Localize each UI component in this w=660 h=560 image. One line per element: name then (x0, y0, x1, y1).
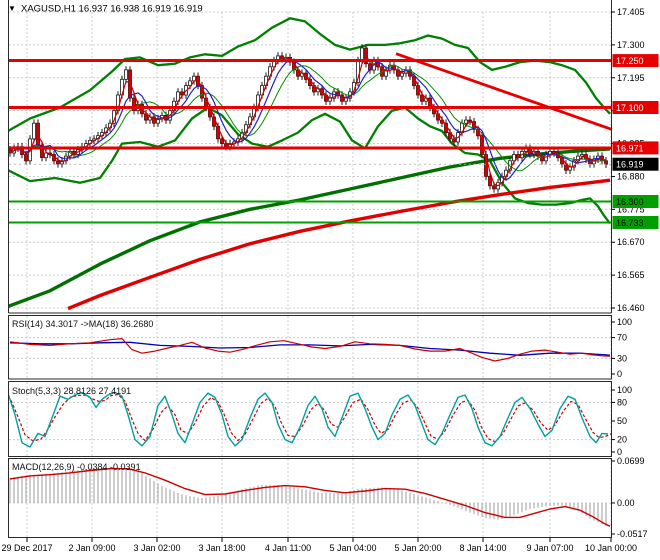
rsi-line (9, 338, 611, 362)
candle-down (132, 97, 136, 111)
rsi-tick-label: 0 (617, 369, 622, 379)
stoch-tick-label: 20 (617, 435, 627, 445)
time-tick-label: 3 Jan 18:00 (198, 543, 245, 553)
descending-trendline (395, 52, 611, 131)
candle-down (364, 47, 368, 65)
level-17250-badge-label: 17.250 (616, 56, 644, 66)
candle-up (384, 69, 388, 77)
time-tick-label: 3 Jan 02:00 (133, 543, 180, 553)
axis-tick-labels: 17.40517.30017.19517.09016.98516.88016.7… (611, 7, 659, 539)
macd-panel[interactable] (9, 459, 611, 537)
candle-down (40, 144, 44, 159)
symbol-title: XAGUSD,H1 16.937 16.938 16.919 16.919 (21, 4, 203, 15)
level-16971-badge (612, 141, 659, 155)
stoch-d-line (10, 393, 611, 443)
rsi-tick-label: 70 (617, 333, 627, 343)
level-16733-badge-label: 16.733 (616, 218, 644, 228)
time-axis[interactable]: 29 Dec 2017 2 Jan 09:00 3 Jan 02:00 3 Jan 1… (1, 538, 637, 553)
ma-fast-red-line (9, 56, 607, 187)
candle-down (452, 138, 456, 143)
macd-signal-line (9, 468, 611, 528)
candle-up (464, 119, 468, 124)
time-tick-label: 29 Dec 2017 (1, 543, 52, 553)
level-16971-badge-label: 16.971 (616, 143, 644, 153)
price-tick-label: 16.460 (617, 303, 645, 313)
candle-up (192, 75, 196, 82)
dropdown-arrow-icon[interactable]: ▼ (8, 4, 16, 13)
level-17250-badge (612, 54, 659, 68)
rsi-tick-label: 100 (617, 317, 632, 327)
price-tick-label: 17.300 (617, 40, 645, 50)
price-tick-label: 16.670 (617, 237, 645, 247)
price-tick-label: 16.880 (617, 171, 645, 181)
level-16800-badge (612, 195, 659, 208)
price-tick-label: 16.565 (617, 270, 645, 280)
macd-tick-label: -0.0517 (617, 529, 648, 539)
candle-up (580, 154, 584, 157)
candle-down (24, 154, 28, 162)
time-tick-label: 10 Jan 00:00 (585, 543, 637, 553)
stoch-tick-label: 50 (617, 416, 627, 426)
bollinger-upper-line (9, 17, 611, 132)
level-17100-badge (612, 101, 659, 114)
sma200-green-line (9, 147, 611, 308)
stoch-k-line (9, 391, 609, 448)
candle-down (220, 138, 224, 144)
ma-slow-green-line (9, 64, 607, 172)
rsi-label: RSI(14) 34.3017 ->MA(18) 36.2680 (12, 319, 153, 329)
candle-down (492, 185, 496, 190)
rsi-ma-line (9, 341, 611, 356)
candle-down (144, 113, 148, 121)
time-tick-label: 9 Jan 07:00 (526, 543, 573, 553)
candle-down (420, 94, 424, 102)
panel-frames (8, 0, 612, 538)
macd-label: MACD(12,26,9) -0.0384 -0.0391 (12, 462, 141, 472)
price-tick-label: 17.405 (617, 7, 645, 17)
candle-down (488, 175, 492, 187)
current-price-badge (612, 157, 659, 171)
time-tick-label: 8 Jan 14:00 (459, 543, 506, 553)
level-17100-badge-label: 17.100 (616, 103, 644, 113)
stochastic-panel[interactable] (8, 382, 611, 456)
candle-up (32, 122, 36, 140)
candle-up (512, 154, 516, 162)
macd-tick-label: 0.00 (617, 498, 635, 508)
time-tick-label: 5 Jan 04:00 (329, 543, 376, 553)
time-tick-label: 5 Jan 20:00 (394, 543, 441, 553)
candle-up (360, 47, 364, 61)
main-chart-panel[interactable] (8, 11, 612, 313)
bollinger-lower-line (9, 106, 611, 225)
stoch-tick-label: 80 (617, 397, 627, 407)
current-price-badge-label: 16.919 (616, 160, 644, 170)
level-16800-badge-label: 16.800 (616, 197, 644, 207)
candle-down (56, 160, 60, 165)
rsi-panel[interactable] (9, 316, 611, 379)
ma-mid-blue-line (9, 59, 607, 181)
candle-up (188, 80, 192, 87)
stoch-tick-label: 0 (617, 447, 622, 457)
stoch-tick-label: 100 (617, 385, 632, 395)
price-tick-label: 16.775 (617, 204, 645, 214)
time-tick-label: 4 Jan 11:00 (265, 543, 311, 553)
candle-up (124, 69, 128, 80)
stoch-label: Stoch(5,3,3) 28.8126 27.4191 (12, 386, 131, 396)
macd-tick-label: 0.0699 (617, 456, 645, 466)
candle-down (604, 160, 608, 165)
rsi-tick-label: 30 (617, 353, 627, 363)
time-tick-label: 2 Jan 09:00 (68, 543, 115, 553)
candle-down (36, 122, 40, 146)
price-tick-label: 17.195 (617, 73, 645, 83)
sma-long-red-line (67, 178, 611, 311)
candle-up (44, 152, 48, 159)
level-16733-badge (612, 216, 659, 229)
candle-down (340, 94, 344, 102)
candle-up (156, 118, 160, 124)
